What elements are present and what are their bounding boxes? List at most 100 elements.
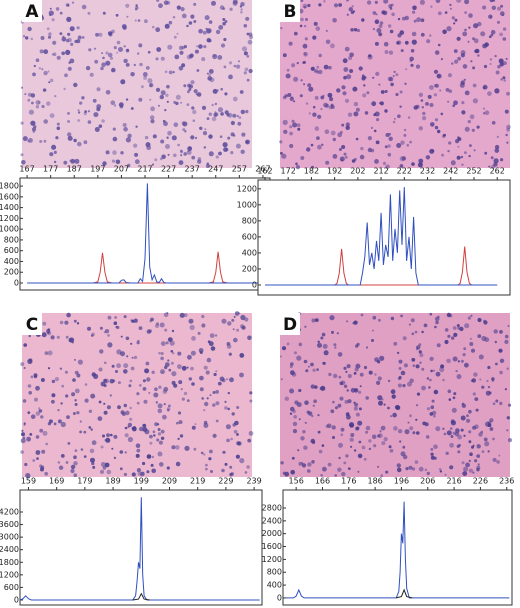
nucleus — [47, 35, 52, 39]
nucleus — [297, 127, 301, 131]
nucleus — [289, 143, 294, 149]
nucleus — [232, 1, 238, 6]
nucleus — [445, 451, 449, 455]
nucleus — [345, 454, 349, 458]
nucleus — [158, 351, 161, 355]
nucleus — [300, 436, 305, 441]
nucleus — [157, 104, 161, 107]
nucleus — [109, 378, 115, 384]
nucleus — [111, 159, 116, 163]
nucleus — [507, 403, 512, 407]
nucleus — [308, 112, 311, 115]
nucleus — [222, 142, 228, 148]
nucleus — [39, 140, 43, 143]
nucleus — [68, 337, 75, 343]
nucleus — [456, 444, 460, 448]
nucleus — [470, 60, 473, 63]
nucleus — [379, 355, 385, 361]
x-tick-label: 207 — [114, 165, 129, 174]
nucleus — [159, 322, 165, 328]
nucleus — [96, 87, 101, 92]
nucleus — [183, 313, 188, 317]
nucleus — [383, 403, 386, 406]
nucleus — [130, 107, 134, 110]
nucleus — [358, 66, 363, 71]
trace — [285, 501, 510, 599]
nucleus — [232, 328, 235, 331]
nucleus — [67, 66, 72, 71]
nucleus — [314, 95, 319, 100]
nucleus — [493, 158, 499, 164]
nucleus — [418, 92, 423, 97]
nucleus — [134, 19, 137, 22]
nucleus — [305, 369, 309, 373]
nucleus — [33, 125, 37, 129]
nucleus — [464, 323, 470, 329]
nucleus — [316, 136, 320, 141]
nucleus — [370, 126, 373, 129]
nucleus — [382, 161, 387, 165]
nucleus — [193, 89, 198, 94]
nucleus — [333, 3, 339, 8]
nucleus — [67, 112, 70, 115]
nucleus — [171, 371, 177, 377]
nucleus — [494, 340, 497, 344]
nucleus — [51, 18, 55, 22]
nucleus — [201, 314, 205, 319]
nucleus — [102, 434, 105, 438]
nucleus — [99, 349, 104, 354]
nucleus — [476, 465, 481, 470]
nucleus — [460, 428, 464, 432]
nucleus — [118, 47, 123, 52]
nucleus — [186, 24, 189, 28]
nucleus — [76, 322, 80, 325]
nucleus — [429, 103, 434, 107]
nucleus — [370, 148, 375, 153]
nucleus — [174, 54, 180, 60]
y-tick-label: 200 — [242, 264, 257, 273]
nucleus — [362, 93, 367, 98]
nucleus — [56, 55, 61, 60]
nucleus — [400, 49, 404, 53]
nucleus — [430, 122, 435, 127]
nucleus — [313, 399, 317, 404]
nucleus — [328, 105, 333, 110]
nucleus — [73, 138, 77, 143]
nucleus — [471, 128, 475, 132]
nucleus — [373, 113, 377, 117]
nucleus — [133, 63, 136, 67]
nucleus — [20, 438, 26, 444]
nucleus — [472, 444, 475, 447]
nucleus — [474, 49, 478, 53]
nucleus — [127, 163, 131, 168]
nucleus — [224, 406, 228, 410]
nucleus — [505, 133, 508, 137]
nucleus — [305, 102, 309, 105]
nucleus — [462, 64, 468, 69]
nucleus — [292, 409, 296, 414]
nucleus — [482, 86, 486, 90]
nucleus — [338, 442, 343, 448]
nucleus — [91, 440, 97, 446]
nucleus — [151, 455, 155, 459]
nucleus — [178, 420, 183, 425]
nucleus — [94, 127, 100, 132]
nucleus — [160, 139, 165, 144]
nucleus — [495, 362, 498, 366]
nucleus — [351, 159, 356, 163]
nucleus — [451, 336, 455, 340]
nucleus — [72, 378, 76, 382]
nucleus — [300, 156, 305, 160]
nucleus — [286, 342, 290, 346]
nucleus — [77, 35, 82, 40]
nucleus — [388, 50, 394, 55]
nucleus — [368, 447, 372, 451]
nucleus — [456, 374, 462, 380]
nucleus — [403, 363, 408, 368]
nucleus — [422, 111, 426, 116]
nucleus — [503, 79, 507, 82]
nucleus — [135, 125, 138, 128]
nucleus — [194, 423, 197, 426]
nucleus — [186, 103, 190, 106]
nucleus — [371, 339, 374, 342]
